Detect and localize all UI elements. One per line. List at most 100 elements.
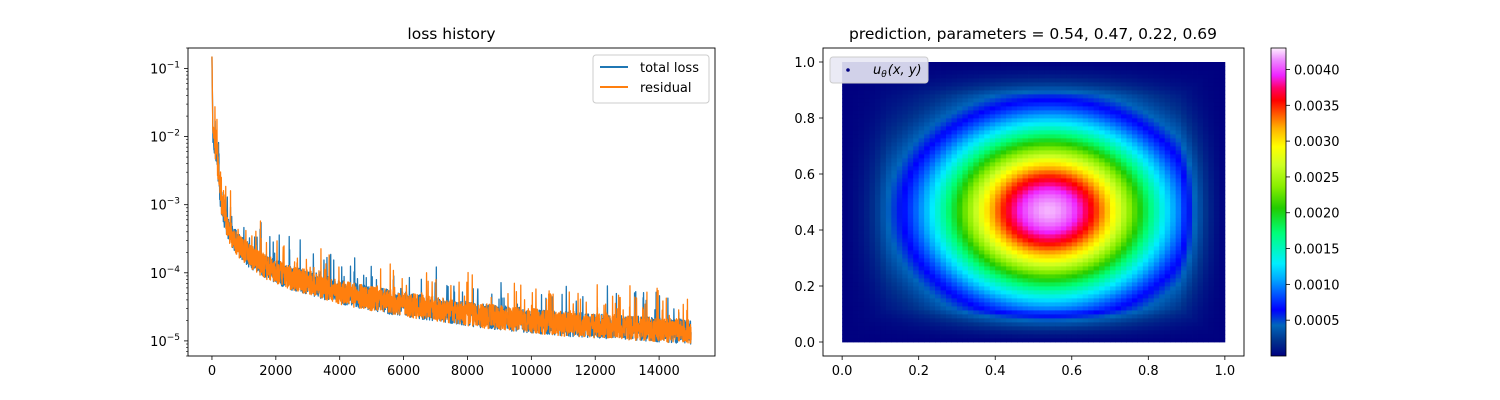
heatmap-cell — [1175, 314, 1182, 319]
heatmap-cell — [956, 162, 963, 167]
heatmap-cell — [1115, 170, 1122, 175]
heatmap-cell — [1131, 298, 1138, 303]
heatmap-cell — [1219, 294, 1226, 299]
heatmap-cell — [1181, 202, 1187, 207]
heatmap-cell — [842, 110, 849, 115]
heatmap-cell — [1219, 314, 1226, 319]
heatmap-cell — [1142, 62, 1149, 67]
heatmap-cell — [929, 162, 936, 167]
heatmap-cell — [978, 210, 985, 215]
heatmap-cell — [1175, 94, 1182, 99]
heatmap-cell — [1038, 294, 1045, 299]
heatmap-cell — [978, 242, 985, 247]
heatmap-cell — [1017, 90, 1023, 95]
heatmap-cell — [1028, 82, 1034, 87]
heatmap-cell — [1022, 198, 1029, 203]
heatmap-cell — [967, 158, 974, 163]
heatmap-cell — [847, 182, 854, 187]
heatmap-cell — [891, 90, 898, 95]
heatmap-cell — [962, 202, 969, 207]
heatmap-cell — [929, 310, 936, 315]
heatmap-cell — [1142, 306, 1149, 311]
heatmap-cell — [1077, 326, 1084, 331]
heatmap-cell — [874, 106, 881, 111]
heatmap-cell — [935, 126, 941, 131]
heatmap-cell — [1077, 78, 1084, 83]
heatmap-cell — [1115, 310, 1122, 315]
heatmap-cell — [891, 202, 898, 207]
heatmap-cell — [1170, 258, 1177, 263]
heatmap-cell — [978, 294, 985, 299]
heatmap-cell — [1115, 86, 1122, 91]
heatmap-cell — [1077, 166, 1084, 171]
heatmap-cell — [1022, 250, 1029, 255]
heatmap-cell — [1197, 258, 1204, 263]
heatmap-cell — [891, 98, 898, 103]
heatmap-cell — [1082, 270, 1089, 275]
heatmap-cell — [864, 118, 870, 123]
heatmap-cell — [1192, 338, 1198, 343]
heatmap-cell — [978, 98, 985, 103]
heatmap-cell — [1148, 330, 1155, 335]
heatmap-cell — [1006, 310, 1013, 315]
heatmap-cell — [1126, 222, 1133, 227]
heatmap-cell — [1071, 302, 1078, 307]
heatmap-cell — [918, 110, 925, 115]
heatmap-cell — [1213, 98, 1220, 103]
heatmap-cell — [1175, 122, 1182, 127]
heatmap-cell — [1120, 150, 1127, 155]
heatmap-cell — [842, 186, 849, 191]
heatmap-cell — [1038, 74, 1045, 79]
heatmap-cell — [978, 318, 985, 323]
heatmap-cell — [978, 154, 985, 159]
heatmap-cell — [989, 146, 996, 151]
heatmap-cell — [1170, 226, 1177, 231]
heatmap-cell — [1006, 218, 1013, 223]
heatmap-cell — [1038, 254, 1045, 259]
heatmap-cell — [924, 218, 931, 223]
heatmap-cell — [1066, 118, 1073, 123]
heatmap-cell — [1033, 290, 1040, 295]
heatmap-cell — [1197, 290, 1204, 295]
heatmap-cell — [1044, 98, 1051, 103]
heatmap-cell — [924, 102, 931, 107]
heatmap-cell — [1170, 314, 1177, 319]
heatmap-cell — [1000, 166, 1007, 171]
heatmap-cell — [989, 102, 996, 107]
heatmap-cell — [1213, 246, 1220, 251]
heatmap-cell — [1110, 278, 1116, 283]
heatmap-cell — [1164, 66, 1171, 71]
heatmap-cell — [1110, 74, 1116, 79]
heatmap-cell — [1033, 194, 1040, 199]
heatmap-cell — [1077, 218, 1084, 223]
heatmap-cell — [1219, 174, 1226, 179]
heatmap-cell — [907, 274, 914, 279]
heatmap-cell — [1110, 338, 1116, 343]
heatmap-cell — [1022, 286, 1029, 291]
heatmap-cell — [956, 282, 963, 287]
heatmap-cell — [1219, 338, 1226, 343]
heatmap-cell — [1000, 290, 1007, 295]
heatmap-cell — [1213, 62, 1220, 67]
heatmap-cell — [918, 166, 925, 171]
heatmap-cell — [1093, 174, 1100, 179]
heatmap-cell — [1208, 122, 1215, 127]
heatmap-cell — [1000, 202, 1007, 207]
heatmap-cell — [1164, 230, 1171, 235]
heatmap-cell — [1082, 214, 1089, 219]
heatmap-cell — [1077, 182, 1084, 187]
heatmap-cell — [1088, 270, 1095, 275]
heatmap-cell — [1099, 206, 1105, 211]
heatmap-cell — [1219, 274, 1226, 279]
heatmap-cell — [1181, 282, 1187, 287]
heatmap-cell — [1077, 150, 1084, 155]
heatmap-cell — [1028, 174, 1034, 179]
heatmap-cell — [1142, 230, 1149, 235]
heatmap-cell — [1082, 306, 1089, 311]
heatmap-cell — [1115, 202, 1122, 207]
heatmap-cell — [1192, 238, 1198, 243]
heatmap-cell — [1131, 190, 1138, 195]
heatmap-cell — [1011, 334, 1018, 339]
heatmap-cell — [1148, 334, 1155, 339]
heatmap-cell — [1066, 258, 1073, 263]
